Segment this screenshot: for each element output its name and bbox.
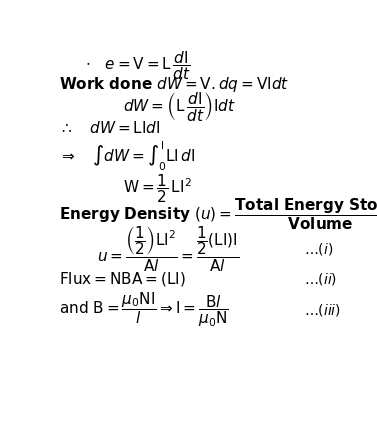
Text: $dW = \left(\mathrm{L}\,\dfrac{d\mathrm{I}}{dt}\right)\mathrm{I}dt$: $dW = \left(\mathrm{L}\,\dfrac{d\mathrm{… — [123, 90, 236, 123]
Text: $\ldots(ii)$: $\ldots(ii)$ — [304, 271, 337, 287]
Text: $\ldots(i)$: $\ldots(i)$ — [304, 242, 334, 258]
Text: $\mathrm{Flux} = \mathrm{NBA} = (\mathrm{LI})$: $\mathrm{Flux} = \mathrm{NBA} = (\mathrm… — [59, 270, 186, 288]
Text: $\therefore \quad dW = \mathrm{LI}d\mathrm{I}$: $\therefore \quad dW = \mathrm{LI}d\math… — [59, 120, 161, 136]
Text: $\mathbf{Work\ done}\ dW = \mathrm{V}.dq = \mathrm{VI}dt$: $\mathbf{Work\ done}\ dW = \mathrm{V}.dq… — [59, 75, 289, 94]
Text: $\mathrm{W} = \dfrac{1}{2}\,\mathrm{LI}^2$: $\mathrm{W} = \dfrac{1}{2}\,\mathrm{LI}^… — [123, 172, 192, 205]
Text: $\mathrm{and\ B} = \dfrac{\mu_0 \mathrm{NI}}{l} \Rightarrow \mathrm{I} = \dfrac{: $\mathrm{and\ B} = \dfrac{\mu_0 \mathrm{… — [59, 290, 229, 329]
Text: $\Rightarrow \quad \int dW = \int_0^{\mathrm{I}} \mathrm{LI}\,d\mathrm{I}$: $\Rightarrow \quad \int dW = \int_0^{\ma… — [59, 140, 195, 173]
Text: $\cdot \quad e = \mathrm{V} = \mathrm{L}\,\dfrac{d\mathrm{I}}{dt}$: $\cdot \quad e = \mathrm{V} = \mathrm{L}… — [85, 49, 191, 82]
Text: $u = \dfrac{\left(\dfrac{1}{2}\right)\mathrm{LI}^2}{\mathrm{A}l} = \dfrac{\dfrac: $u = \dfrac{\left(\dfrac{1}{2}\right)\ma… — [97, 225, 239, 275]
Text: $\mathbf{Energy\ Density}\ (u) = \dfrac{\mathbf{Total\ Energy\ Stored}}{\mathbf{: $\mathbf{Energy\ Density}\ (u) = \dfrac{… — [59, 196, 377, 231]
Text: $\ldots(iii)$: $\ldots(iii)$ — [304, 302, 341, 318]
